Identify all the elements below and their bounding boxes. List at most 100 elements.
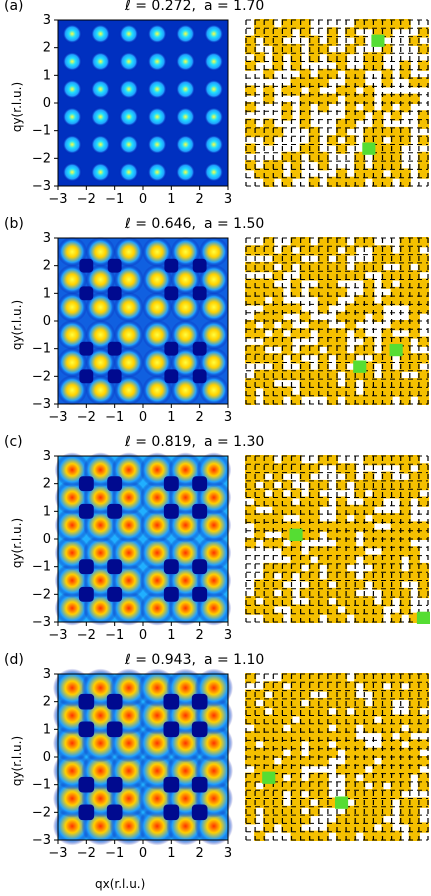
cluster-site: [272, 60, 284, 71]
cluster-site: [390, 160, 402, 171]
cluster-site: [290, 369, 302, 381]
cluster-site: [381, 756, 393, 767]
cluster-site: [317, 554, 329, 565]
cluster-site: [372, 571, 384, 582]
cluster-site: [254, 286, 266, 298]
cluster-site: [299, 237, 311, 248]
cluster-site: [381, 102, 393, 113]
bragg-peak: [204, 162, 224, 182]
cluster-site: [381, 596, 393, 607]
cluster-site: [399, 504, 411, 516]
cluster-site: [299, 521, 311, 532]
cluster-site: [308, 320, 320, 331]
cluster-site: [281, 496, 293, 507]
cluster-site: [281, 697, 293, 709]
cluster-site: [245, 43, 257, 55]
cluster-site: [254, 261, 266, 273]
cluster-site: [390, 320, 402, 331]
cluster-site: [372, 612, 384, 623]
cluster-site: [254, 756, 266, 767]
cluster-site: [281, 546, 293, 557]
bragg-peak: [198, 375, 229, 406]
cluster-site: [408, 455, 420, 466]
cluster-site: [281, 320, 293, 331]
x-tick-label: 0: [139, 846, 147, 861]
cluster-site: [408, 488, 420, 499]
cluster-site: [245, 328, 257, 339]
intensity-minimum: [163, 476, 179, 492]
cluster-site: [317, 278, 329, 289]
cluster-site: [372, 604, 384, 615]
cluster-site: [381, 479, 393, 491]
cluster-site: [399, 126, 411, 138]
defect-site: [389, 343, 403, 357]
intensity-minimum: [78, 503, 94, 519]
cluster-site: [263, 320, 275, 331]
cluster-site: [281, 731, 293, 742]
cluster-site: [290, 814, 302, 825]
cluster-site: [354, 160, 366, 171]
cluster-site: [381, 805, 393, 817]
cluster-site: [326, 378, 338, 389]
cluster-site: [417, 378, 429, 389]
intensity-minimum: [191, 721, 208, 738]
a-value: a = 1.50: [203, 216, 265, 232]
cluster-site: [381, 43, 393, 55]
cluster-site: [308, 612, 320, 623]
cluster-site: [308, 52, 320, 63]
cluster-site: [263, 336, 275, 347]
cluster-site: [272, 295, 284, 306]
panel-plots: −3−3 −2 −2 −1 −1 0 0 1 1 2 2 3 3: [32, 667, 429, 861]
cluster-site: [354, 546, 366, 557]
cluster-site: [390, 830, 402, 841]
cluster-site: [417, 303, 429, 314]
cluster-site: [326, 604, 338, 615]
bragg-peak: [170, 347, 201, 378]
cluster-site: [336, 612, 348, 623]
x-tick-label: 3: [224, 192, 232, 207]
cluster-site: [317, 455, 329, 466]
cluster-site: [363, 168, 375, 179]
cluster-site: [326, 135, 338, 146]
cluster-site: [336, 722, 348, 734]
cluster-site: [245, 35, 257, 46]
cluster-site: [372, 378, 384, 389]
cluster-site: [381, 394, 393, 405]
cluster-site: [417, 579, 429, 590]
cluster-site: [390, 93, 402, 104]
cluster-site: [336, 587, 348, 599]
cluster-site: [326, 261, 338, 273]
cluster-site: [372, 353, 384, 364]
defect-site: [262, 771, 276, 784]
bragg-peak: [62, 107, 82, 127]
cluster-site: [417, 168, 429, 179]
cluster-site: [336, 479, 348, 491]
cluster-site: [290, 673, 302, 684]
cluster-site: [417, 118, 429, 129]
cluster-site: [272, 35, 284, 46]
cluster-site: [399, 587, 411, 599]
cluster-site: [254, 587, 266, 599]
cluster-site: [308, 369, 320, 381]
cluster-site: [317, 756, 329, 767]
bragg-peak: [175, 79, 196, 99]
cluster-site: [263, 176, 275, 187]
cluster-site: [245, 604, 257, 615]
cluster-site: [281, 110, 293, 121]
x-tick-label: 2: [196, 628, 204, 643]
cluster-site: [326, 245, 338, 256]
cluster-site: [372, 538, 384, 549]
cluster-site: [245, 455, 257, 466]
cluster-site: [354, 789, 366, 800]
cluster-site: [254, 722, 266, 734]
cluster-site: [354, 673, 366, 684]
x-tick-label: −3: [48, 846, 67, 861]
intensity-minimum: [164, 341, 179, 356]
cluster-site: [317, 151, 329, 163]
defect-site: [353, 360, 367, 373]
y-tick-label: 2: [43, 695, 51, 710]
cluster-site: [345, 471, 357, 482]
cluster-site: [281, 261, 293, 273]
cluster-site: [308, 463, 320, 474]
cluster-site: [308, 513, 320, 524]
